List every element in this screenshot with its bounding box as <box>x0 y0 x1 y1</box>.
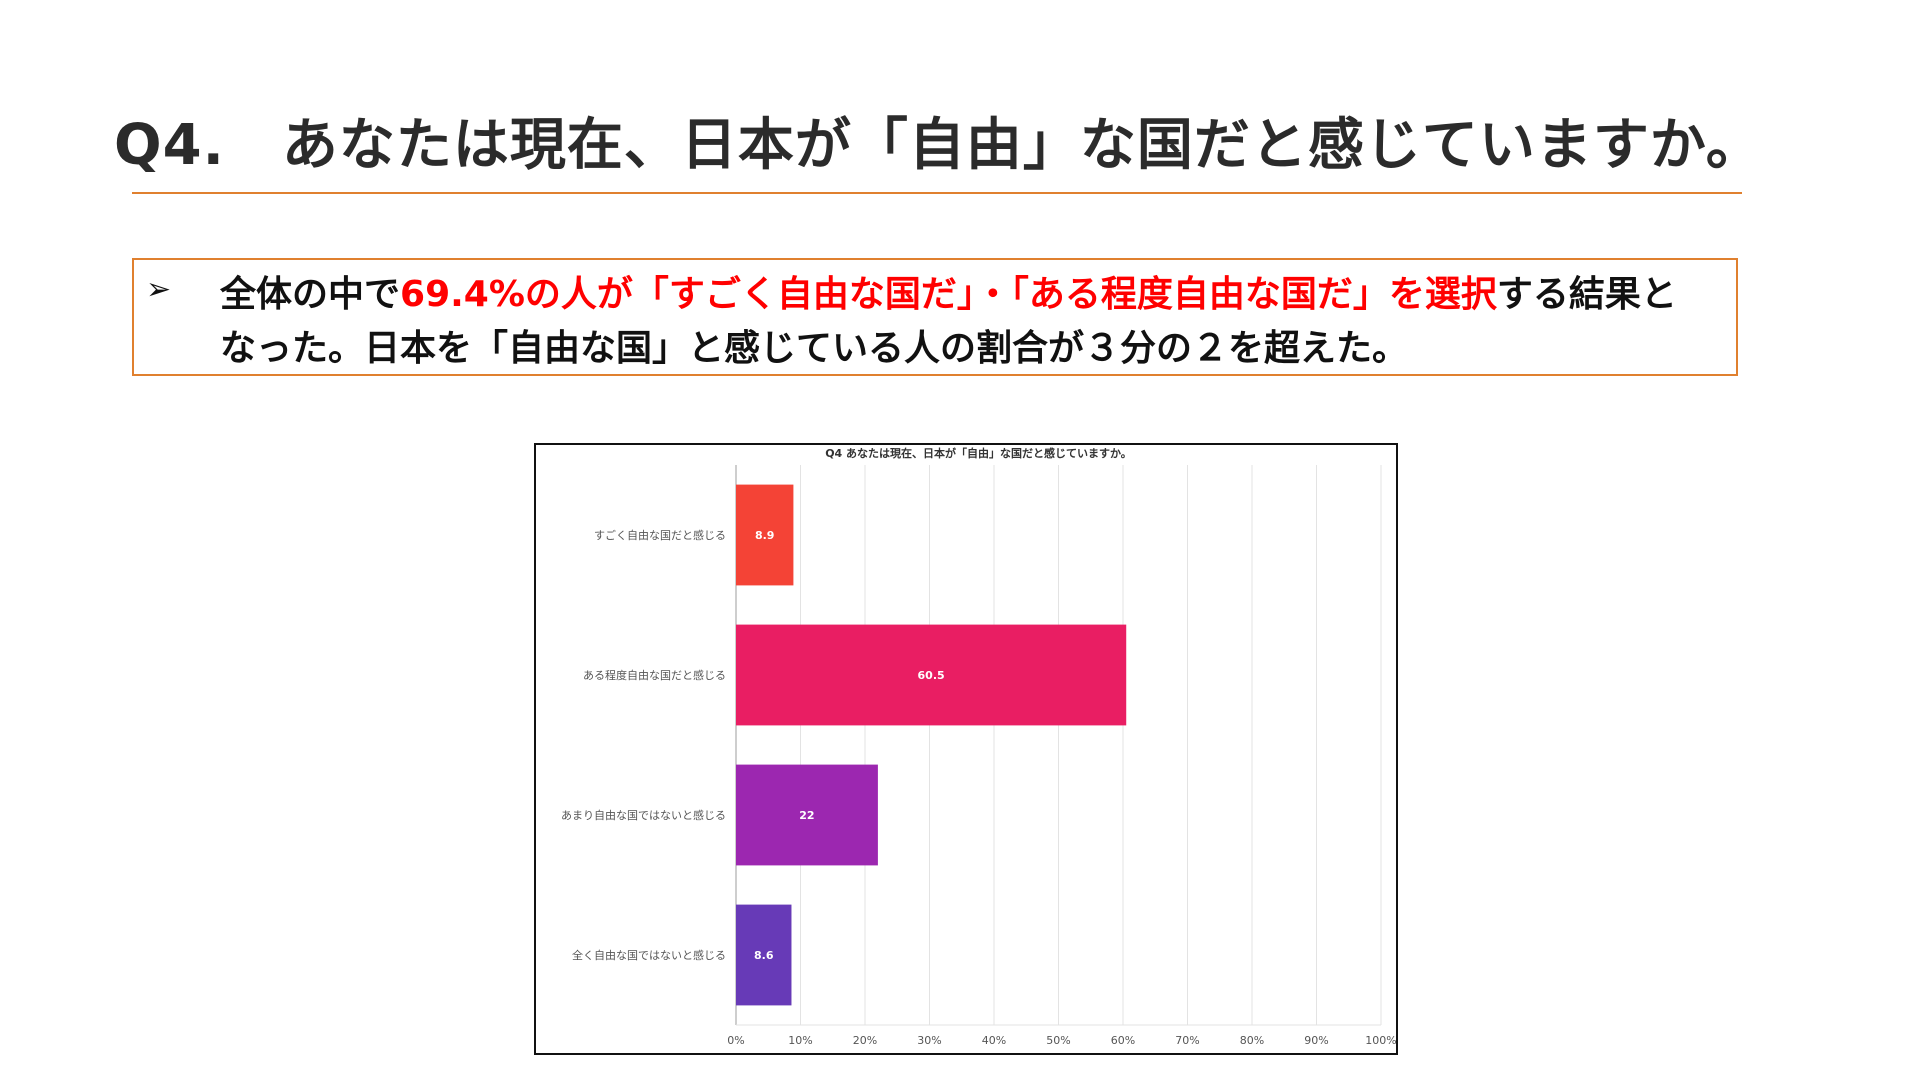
bar <box>736 624 1127 726</box>
category-label: あまり自由な国ではないと感じる <box>561 808 726 822</box>
x-tick-label: 10% <box>788 1034 812 1047</box>
bar-value-label: 8.6 <box>754 949 774 962</box>
x-tick-label: 20% <box>853 1034 877 1047</box>
x-tick-label: 70% <box>1175 1034 1199 1047</box>
bar-value-label: 60.5 <box>918 669 945 682</box>
chart-frame: Q4 あなたは現在、日本が「自由」な国だと感じていますか。 0% 10% 20% 30%… <box>534 443 1398 1055</box>
summary-highlight: 69.4%の人が「すごく自由な国だ」・「ある程度自由な国だ」を選択 <box>400 274 1497 315</box>
x-tick-label: 80% <box>1240 1034 1264 1047</box>
category-label: すごく自由な国だと感じる <box>594 528 726 542</box>
category-label: ある程度自由な国だと感じる <box>583 668 726 682</box>
bar <box>736 904 792 1006</box>
x-tick-label: 0% <box>727 1034 744 1047</box>
slide-title: Q4. あなたは現在、日本が「自由」な国だと感じていますか。 <box>114 113 1763 178</box>
x-tick-label: 50% <box>1046 1034 1070 1047</box>
category-label: 全く自由な国ではないと感じる <box>572 948 726 962</box>
summary-text: 全体の中で69.4%の人が「すごく自由な国だ」・「ある程度自由な国だ」を選択する… <box>220 268 1720 376</box>
x-tick-label: 30% <box>917 1034 941 1047</box>
x-tick-label: 60% <box>1111 1034 1135 1047</box>
summary-line1-end: する結果と <box>1496 274 1677 315</box>
summary-box <box>132 258 1738 376</box>
x-tick-label: 100% <box>1365 1034 1396 1047</box>
x-tick-label: 40% <box>982 1034 1006 1047</box>
summary-line2: なった。日本を「自由な国」と感じている人の割合が３分の２を超えた。 <box>220 328 1409 369</box>
bar-value-label: 8.9 <box>755 529 775 542</box>
arrow-bullet-icon: ➢ <box>146 272 172 307</box>
bar-chart: Q4 あなたは現在、日本が「自由」な国だと感じていますか。 0% 10% 20% 30%… <box>561 446 1396 1047</box>
chart-title: Q4 あなたは現在、日本が「自由」な国だと感じていますか。 <box>825 446 1132 460</box>
x-tick-label: 90% <box>1304 1034 1328 1047</box>
summary-line1-start: 全体の中で <box>220 274 401 315</box>
bar <box>736 484 794 586</box>
bar <box>736 764 878 866</box>
title-underline <box>132 192 1742 194</box>
bar-value-label: 22 <box>799 809 814 822</box>
